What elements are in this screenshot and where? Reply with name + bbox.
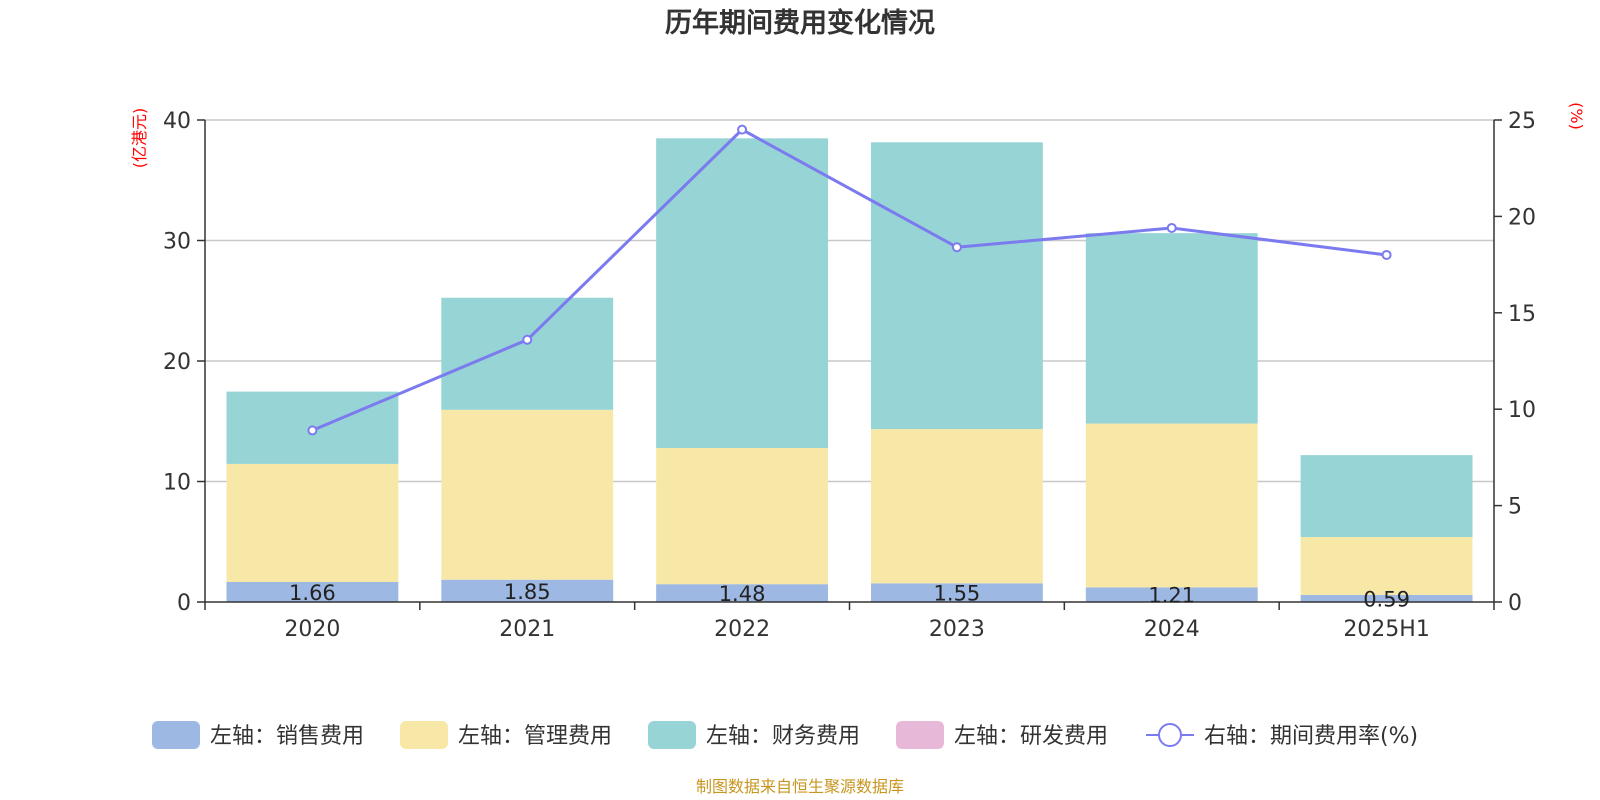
legend-label: 左轴：管理费用: [458, 724, 612, 749]
data-labels: 1.66 1.85 1.48 1.55 1.21 0.59: [289, 580, 1410, 612]
bar-data-label: 1.21: [1148, 584, 1195, 608]
legend-item: 左轴：销售费用: [152, 721, 364, 749]
legend-item: 左轴：财务费用: [648, 721, 860, 749]
bar-segment: [441, 409, 614, 580]
bar-segment: [1085, 233, 1258, 424]
bar-data-label: 1.48: [719, 582, 766, 606]
legend-item: 右轴：期间费用率(%): [1146, 723, 1418, 749]
rate-point: [951, 242, 962, 253]
data-source-note: 制图数据来自恒生聚源数据库: [696, 777, 904, 796]
right-axis-tick-label: 10: [1508, 398, 1536, 423]
legend-label: 左轴：研发费用: [954, 724, 1108, 749]
bar-segment: [441, 297, 614, 410]
rate-point: [737, 124, 748, 135]
x-axis-tick-label: 2020: [284, 617, 340, 642]
right-axis-tick-label: 5: [1508, 495, 1522, 520]
legend-marker: [1158, 723, 1182, 747]
left-axis-tick-label: 30: [163, 230, 191, 255]
bar-segment: [1300, 455, 1473, 538]
bar-segment: [870, 142, 1043, 430]
bar-data-label: 1.85: [504, 580, 551, 604]
bar-segment: [656, 584, 829, 602]
bar-segment: [870, 429, 1043, 584]
bar-segment: [1300, 594, 1473, 602]
legend-swatch: [400, 721, 448, 749]
right-axis-unit: (%): [1567, 102, 1586, 130]
left-axis-unit: (亿港元): [130, 108, 149, 169]
bar-segment: [656, 448, 829, 585]
left-axis-tick-label: 20: [163, 350, 191, 375]
bar-data-label: 0.59: [1363, 587, 1410, 611]
legend-item: 左轴：管理费用: [400, 721, 612, 749]
legend-swatch: [152, 721, 200, 749]
x-axis-tick-label: 2024: [1144, 617, 1200, 642]
rate-point: [1381, 249, 1392, 260]
legend-swatch: [648, 721, 696, 749]
bar-segment: [226, 463, 399, 582]
right-axis-tick-label: 15: [1508, 302, 1536, 327]
legend: 左轴：销售费用 左轴：管理费用 左轴：财务费用 左轴：研发费用 右轴：期间费用率(%): [152, 721, 1418, 749]
bar-segment: [1085, 423, 1258, 588]
right-axis-tick-label: 20: [1508, 205, 1536, 230]
bar-data-label: 1.55: [934, 582, 981, 606]
chart-title: 历年期间费用变化情况: [665, 7, 935, 39]
x-axis-tick-label: 2023: [929, 617, 985, 642]
x-axis-tick-label: 2022: [714, 617, 770, 642]
rate-line-path: [311, 127, 1387, 432]
legend-swatch: [896, 721, 944, 749]
left-axis-tick-label: 10: [163, 471, 191, 496]
rate-point: [1166, 222, 1177, 233]
rate-point: [522, 334, 533, 345]
rate-point: [307, 425, 318, 436]
right-axis-tick-label: 0: [1508, 591, 1522, 616]
bars: [226, 138, 1473, 602]
legend-label: 右轴：期间费用率(%): [1204, 724, 1418, 749]
gridlines: [205, 119, 1494, 483]
legend-label: 左轴：销售费用: [210, 724, 364, 749]
bar-segment: [656, 138, 829, 449]
right-axis-tick-label: 25: [1508, 109, 1536, 134]
x-axis-tick-label: 2025H1: [1343, 617, 1430, 642]
axes: 0 10 20 30 40 0 5 10 15 20 25 2020 2021 2022 2023 2024 2…: [163, 109, 1536, 642]
legend-label: 左轴：财务费用: [706, 724, 860, 749]
rate-line: [307, 124, 1392, 436]
left-axis-tick-label: 0: [177, 591, 191, 616]
bar-segment: [1085, 587, 1258, 602]
left-axis-tick-label: 40: [163, 109, 191, 134]
bar-segment: [1300, 537, 1473, 595]
legend-item: 左轴：研发费用: [896, 721, 1108, 749]
x-axis-tick-label: 2021: [499, 617, 555, 642]
bar-segment: [226, 581, 399, 602]
bar-segment: [441, 579, 614, 602]
bar-segment: [870, 583, 1043, 602]
bar-data-label: 1.66: [289, 581, 336, 605]
